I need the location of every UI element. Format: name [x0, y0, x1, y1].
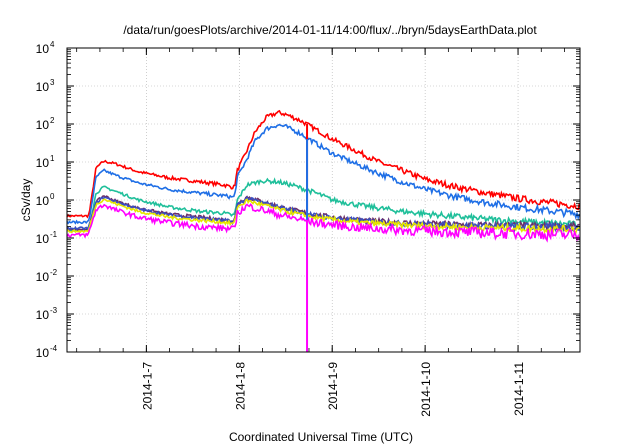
series-line [66, 203, 581, 243]
y-tick-label: 10 [36, 270, 50, 284]
x-tick-label: 2014-1-11 [512, 362, 526, 416]
chart-title: /data/run/goesPlots/archive/2014-01-11/1… [123, 23, 537, 37]
y-tick-label: 10 [36, 156, 50, 170]
series-line [66, 198, 580, 236]
y-tick-label-exponent: -2 [50, 268, 58, 277]
series-line [66, 123, 581, 225]
y-tick-label-exponent: -1 [50, 230, 58, 239]
x-tick-label: 2014-1-8 [233, 362, 247, 410]
y-tick-label-exponent: 0 [50, 192, 55, 201]
x-tick-label: 2014-1-7 [140, 362, 154, 410]
y-tick-label: 10 [36, 80, 50, 94]
series-group [66, 109, 581, 352]
y-tick-label: 10 [36, 194, 50, 208]
x-tick-label: 2014-1-10 [419, 362, 433, 417]
series-line [66, 177, 581, 233]
y-tick-label-exponent: -4 [50, 344, 58, 353]
y-tick-label: 10 [36, 346, 50, 360]
series-line [66, 109, 581, 219]
y-tick-label: 10 [36, 42, 50, 56]
y-tick-label: 10 [36, 118, 50, 132]
y-tick-label-exponent: 2 [50, 116, 55, 125]
y-tick-label-exponent: -3 [50, 306, 58, 315]
y-tick-label: 10 [36, 232, 50, 246]
y-tick-label-exponent: 4 [50, 40, 55, 49]
y-tick-label-exponent: 1 [50, 154, 55, 163]
x-tick-label: 2014-1-9 [326, 362, 340, 410]
x-axis-label: Coordinated Universal Time (UTC) [229, 430, 413, 444]
plot-frame [66, 47, 581, 353]
y-tick-label: 10 [36, 308, 50, 322]
y-tick-label-exponent: 3 [50, 78, 55, 87]
y-axis-label: cSv/day [19, 179, 33, 222]
grid [67, 48, 580, 352]
